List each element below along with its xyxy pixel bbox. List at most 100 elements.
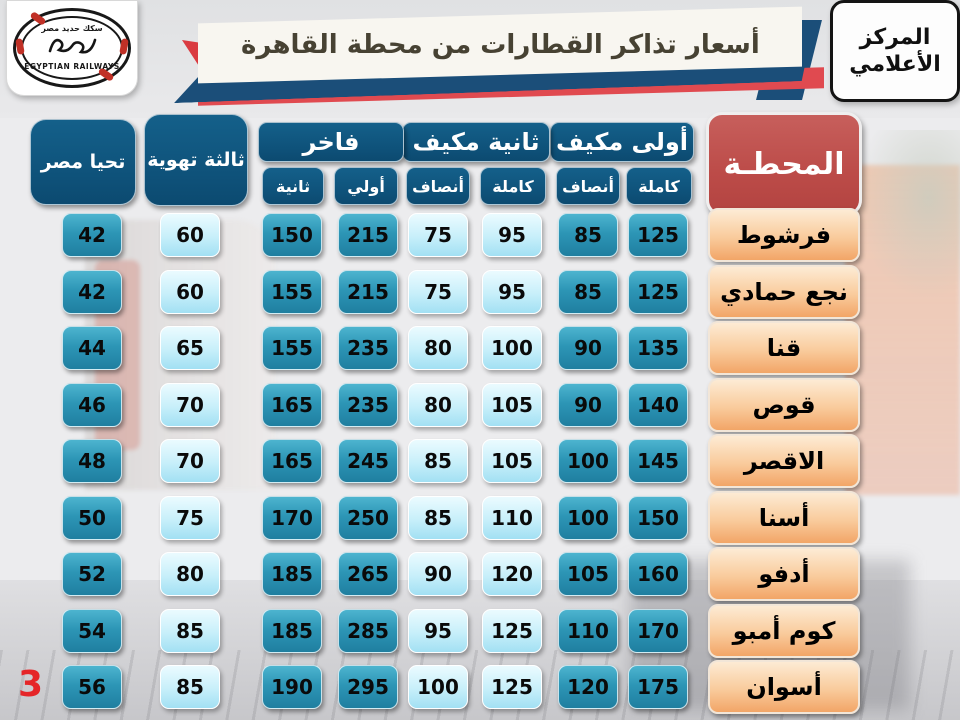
logo-red-dash — [119, 38, 129, 55]
price-cell: 125 — [482, 665, 542, 709]
price-cell: 90 — [408, 552, 468, 596]
price-cell: 60 — [160, 270, 220, 314]
price-cell: 100 — [482, 326, 542, 370]
media-center-line2: الأعلامي — [849, 52, 941, 77]
station-column-header: المحطـة — [706, 112, 862, 216]
station-cell: فرشوط — [708, 208, 860, 262]
sub-header-first-class-half: أنصاف — [556, 167, 620, 205]
price-cell: 160 — [628, 552, 688, 596]
page-number: 3 — [18, 664, 44, 705]
price-cell: 235 — [338, 326, 398, 370]
price-cell: 100 — [408, 665, 468, 709]
price-cell: 80 — [408, 326, 468, 370]
price-cell: 85 — [408, 496, 468, 540]
price-cell: 170 — [262, 496, 322, 540]
price-cell: 95 — [408, 609, 468, 653]
price-cell: 250 — [338, 496, 398, 540]
sub-header-luxury-second: ثانية — [262, 167, 324, 205]
price-cell: 235 — [338, 383, 398, 427]
group-header-first-class-ac: أولى مكيف — [550, 122, 694, 162]
price-cell: 170 — [628, 609, 688, 653]
price-cell: 70 — [160, 439, 220, 483]
price-cell: 42 — [62, 270, 122, 314]
price-cell: 125 — [628, 213, 688, 257]
station-cell: كوم أمبو — [708, 604, 860, 658]
station-cell: نجع حمادي — [708, 265, 860, 319]
price-cell: 85 — [558, 270, 618, 314]
price-cell: 165 — [262, 383, 322, 427]
price-cell: 245 — [338, 439, 398, 483]
price-cell: 120 — [482, 552, 542, 596]
logo-arabic-text: سكك حديد مصر — [41, 24, 103, 33]
sub-header-first-class-full: كاملة — [626, 167, 692, 205]
price-cell: 135 — [628, 326, 688, 370]
price-cell: 54 — [62, 609, 122, 653]
logo-oval: سكك حديد مصر EGYPTIAN RAILWAYS — [13, 8, 131, 88]
price-cell: 190 — [262, 665, 322, 709]
price-cell: 150 — [262, 213, 322, 257]
egyptian-railways-logo: سكك حديد مصر EGYPTIAN RAILWAYS — [6, 0, 138, 96]
station-cell: أسنا — [708, 491, 860, 545]
sub-header-luxury-first: أولي — [334, 167, 398, 205]
station-cell: أسوان — [708, 660, 860, 714]
price-cell: 215 — [338, 213, 398, 257]
price-cell: 56 — [62, 665, 122, 709]
price-cell: 95 — [482, 270, 542, 314]
price-cell: 90 — [558, 383, 618, 427]
station-cell: الاقصر — [708, 434, 860, 488]
group-header-second-class-ac: ثانية مكيف — [402, 122, 550, 162]
station-cell: قنا — [708, 321, 860, 375]
price-cell: 155 — [262, 270, 322, 314]
price-cell: 140 — [628, 383, 688, 427]
price-cell: 125 — [628, 270, 688, 314]
price-cell: 52 — [62, 552, 122, 596]
price-cell: 85 — [160, 665, 220, 709]
price-cell: 215 — [338, 270, 398, 314]
page-title: أسعار تذاكر القطارات من محطة القاهرة — [240, 30, 760, 60]
price-cell: 110 — [558, 609, 618, 653]
price-cell: 105 — [558, 552, 618, 596]
price-cell: 80 — [160, 552, 220, 596]
price-cell: 145 — [628, 439, 688, 483]
station-cell: أدفو — [708, 547, 860, 601]
price-cell: 60 — [160, 213, 220, 257]
price-cell: 48 — [62, 439, 122, 483]
price-cell: 85 — [160, 609, 220, 653]
price-cell: 285 — [338, 609, 398, 653]
price-cell: 155 — [262, 326, 322, 370]
logo-calligraphy-icon — [44, 33, 100, 62]
background-train-right — [845, 165, 960, 495]
price-cell: 295 — [338, 665, 398, 709]
price-cell: 125 — [482, 609, 542, 653]
sub-header-second-class-half: أنصاف — [406, 167, 470, 205]
station-cell: قوص — [708, 378, 860, 432]
price-cell: 105 — [482, 383, 542, 427]
price-cell: 175 — [628, 665, 688, 709]
price-cell: 80 — [408, 383, 468, 427]
sub-header-second-class-full: كاملة — [480, 167, 546, 205]
price-cell: 105 — [482, 439, 542, 483]
logo-english-text: EGYPTIAN RAILWAYS — [24, 62, 120, 71]
price-cell: 44 — [62, 326, 122, 370]
price-cell: 85 — [558, 213, 618, 257]
media-center-badge: المركز الأعلامي — [830, 0, 960, 102]
price-cell: 50 — [62, 496, 122, 540]
price-cell: 65 — [160, 326, 220, 370]
price-cell: 70 — [160, 383, 220, 427]
price-cell: 75 — [408, 213, 468, 257]
price-cell: 265 — [338, 552, 398, 596]
media-center-line1: المركز — [859, 25, 931, 50]
column-header-tahya-misr: تحيا مصر — [30, 119, 136, 205]
price-cell: 75 — [160, 496, 220, 540]
price-cell: 95 — [482, 213, 542, 257]
price-cell: 100 — [558, 439, 618, 483]
price-cell: 185 — [262, 552, 322, 596]
price-cell: 42 — [62, 213, 122, 257]
price-cell: 90 — [558, 326, 618, 370]
price-cell: 185 — [262, 609, 322, 653]
price-cell: 120 — [558, 665, 618, 709]
price-cell: 75 — [408, 270, 468, 314]
column-header-third-ventilated: ثالثة تهوية — [144, 114, 248, 206]
price-cell: 150 — [628, 496, 688, 540]
